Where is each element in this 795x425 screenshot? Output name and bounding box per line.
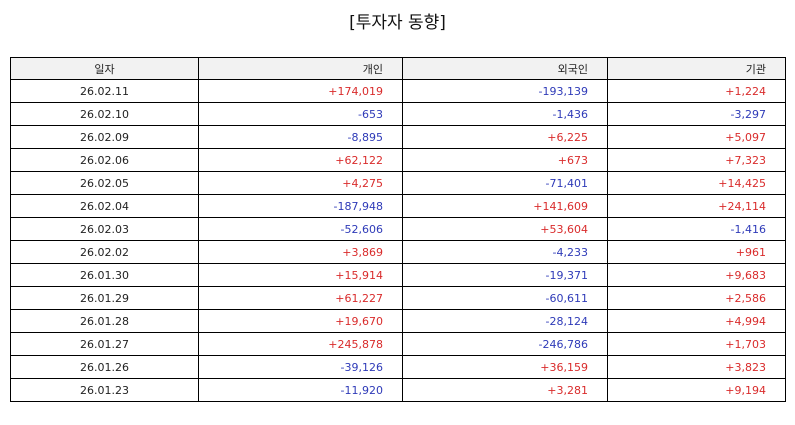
table-row: 26.02.09 -8,895 +6,225 +5,097 bbox=[10, 125, 786, 149]
cell-individual: -187,948 bbox=[198, 194, 403, 218]
cell-institution: +24,114 bbox=[607, 194, 786, 218]
table-row: 26.01.27 +245,878 -246,786 +1,703 bbox=[10, 332, 786, 356]
cell-foreign: +6,225 bbox=[402, 125, 608, 149]
table-row: 26.02.10 -653 -1,436 -3,297 bbox=[10, 102, 786, 126]
cell-foreign: -28,124 bbox=[402, 309, 608, 333]
cell-individual: +4,275 bbox=[198, 171, 403, 195]
cell-institution: +9,683 bbox=[607, 263, 786, 287]
cell-institution: +5,097 bbox=[607, 125, 786, 149]
cell-individual: +19,670 bbox=[198, 309, 403, 333]
table-row: 26.01.28 +19,670 -28,124 +4,994 bbox=[10, 309, 786, 333]
table-row: 26.02.05 +4,275 -71,401 +14,425 bbox=[10, 171, 786, 195]
cell-foreign: +3,281 bbox=[402, 378, 608, 402]
cell-date: 26.02.04 bbox=[10, 194, 199, 218]
cell-foreign: +673 bbox=[402, 148, 608, 172]
cell-individual: +174,019 bbox=[198, 79, 403, 103]
cell-foreign: +36,159 bbox=[402, 355, 608, 379]
cell-institution: +4,994 bbox=[607, 309, 786, 333]
cell-date: 26.01.23 bbox=[10, 378, 199, 402]
cell-foreign: -1,436 bbox=[402, 102, 608, 126]
cell-individual: -52,606 bbox=[198, 217, 403, 241]
cell-date: 26.01.30 bbox=[10, 263, 199, 287]
cell-individual: +61,227 bbox=[198, 286, 403, 310]
cell-individual: +62,122 bbox=[198, 148, 403, 172]
cell-individual: -653 bbox=[198, 102, 403, 126]
cell-institution: +1,224 bbox=[607, 79, 786, 103]
cell-date: 26.02.06 bbox=[10, 148, 199, 172]
column-header-institution: 기관 bbox=[607, 57, 786, 80]
investor-trend-table: 일자 개인 외국인 기관 26.02.11 +174,019 -193,139 +1,… bbox=[10, 57, 786, 402]
cell-individual: +245,878 bbox=[198, 332, 403, 356]
page-title: [투자자 동향] bbox=[349, 13, 446, 33]
table-row: 26.02.03 -52,606 +53,604 -1,416 bbox=[10, 217, 786, 241]
cell-date: 26.02.11 bbox=[10, 79, 199, 103]
table-header-row: 일자 개인 외국인 기관 bbox=[10, 57, 786, 80]
cell-date: 26.01.29 bbox=[10, 286, 199, 310]
cell-institution: -3,297 bbox=[607, 102, 786, 126]
cell-foreign: -246,786 bbox=[402, 332, 608, 356]
table-row: 26.01.26 -39,126 +36,159 +3,823 bbox=[10, 355, 786, 379]
cell-date: 26.01.28 bbox=[10, 309, 199, 333]
cell-institution: +1,703 bbox=[607, 332, 786, 356]
cell-date: 26.01.27 bbox=[10, 332, 199, 356]
cell-foreign: +141,609 bbox=[402, 194, 608, 218]
cell-individual: -39,126 bbox=[198, 355, 403, 379]
table-row: 26.02.02 +3,869 -4,233 +961 bbox=[10, 240, 786, 264]
column-header-date: 일자 bbox=[10, 57, 199, 80]
cell-institution: +2,586 bbox=[607, 286, 786, 310]
cell-individual: +15,914 bbox=[198, 263, 403, 287]
cell-institution: +14,425 bbox=[607, 171, 786, 195]
table-row: 26.01.29 +61,227 -60,611 +2,586 bbox=[10, 286, 786, 310]
cell-institution: +3,823 bbox=[607, 355, 786, 379]
cell-institution: -1,416 bbox=[607, 217, 786, 241]
cell-foreign: -4,233 bbox=[402, 240, 608, 264]
table-row: 26.02.06 +62,122 +673 +7,323 bbox=[10, 148, 786, 172]
cell-date: 26.02.03 bbox=[10, 217, 199, 241]
cell-individual: -8,895 bbox=[198, 125, 403, 149]
cell-institution: +9,194 bbox=[607, 378, 786, 402]
cell-individual: +3,869 bbox=[198, 240, 403, 264]
table-row: 26.01.30 +15,914 -19,371 +9,683 bbox=[10, 263, 786, 287]
column-header-foreign: 외국인 bbox=[402, 57, 608, 80]
cell-foreign: -19,371 bbox=[402, 263, 608, 287]
cell-institution: +961 bbox=[607, 240, 786, 264]
cell-foreign: +53,604 bbox=[402, 217, 608, 241]
cell-date: 26.02.05 bbox=[10, 171, 199, 195]
cell-date: 26.02.10 bbox=[10, 102, 199, 126]
table-row: 26.01.23 -11,920 +3,281 +9,194 bbox=[10, 378, 786, 402]
cell-date: 26.01.26 bbox=[10, 355, 199, 379]
table-row: 26.02.11 +174,019 -193,139 +1,224 bbox=[10, 79, 786, 103]
cell-institution: +7,323 bbox=[607, 148, 786, 172]
cell-foreign: -60,611 bbox=[402, 286, 608, 310]
cell-foreign: -193,139 bbox=[402, 79, 608, 103]
cell-date: 26.02.02 bbox=[10, 240, 199, 264]
cell-date: 26.02.09 bbox=[10, 125, 199, 149]
column-header-individual: 개인 bbox=[198, 57, 403, 80]
cell-individual: -11,920 bbox=[198, 378, 403, 402]
table-row: 26.02.04 -187,948 +141,609 +24,114 bbox=[10, 194, 786, 218]
cell-foreign: -71,401 bbox=[402, 171, 608, 195]
